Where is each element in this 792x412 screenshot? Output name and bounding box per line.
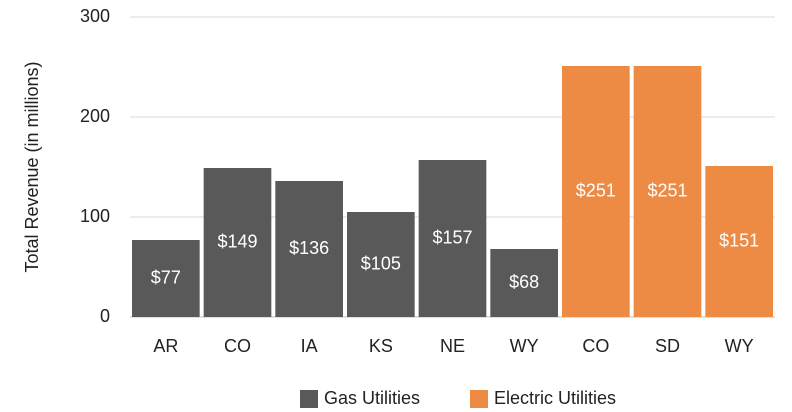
bar: [418, 160, 487, 317]
y-tick-label: 0: [100, 306, 110, 326]
value-label: $68: [509, 272, 539, 292]
value-label: $251: [647, 180, 687, 200]
y-tick-label: 300: [80, 6, 110, 26]
bar: [347, 212, 415, 317]
bar: [633, 66, 702, 317]
x-tick-label: NE: [440, 336, 465, 356]
value-label: $105: [361, 253, 401, 273]
value-label: $77: [151, 267, 181, 287]
y-axis-label: Total Revenue (in millions): [22, 61, 42, 272]
legend-swatch: [470, 390, 488, 408]
bar: [132, 240, 200, 317]
bar: [490, 249, 558, 317]
x-tick-label: WY: [725, 336, 754, 356]
x-tick-label: SD: [655, 336, 680, 356]
value-label: $157: [432, 227, 472, 247]
value-label: $251: [576, 180, 616, 200]
legend-label: Gas Utilities: [324, 388, 420, 408]
x-tick-label: KS: [369, 336, 393, 356]
bar: [275, 181, 343, 317]
value-label: $149: [217, 231, 257, 251]
x-tick-label: CO: [582, 336, 609, 356]
x-tick-label: CO: [224, 336, 251, 356]
bar: [562, 66, 630, 317]
bar: [705, 166, 773, 317]
value-label: $136: [289, 238, 329, 258]
x-tick-label: IA: [301, 336, 318, 356]
y-tick-label: 100: [80, 206, 110, 226]
x-tick-label: AR: [153, 336, 178, 356]
value-label: $151: [719, 230, 759, 250]
legend-swatch: [300, 390, 318, 408]
x-tick-label: WY: [510, 336, 539, 356]
bar: [203, 168, 272, 317]
y-tick-label: 200: [80, 106, 110, 126]
legend-label: Electric Utilities: [494, 388, 616, 408]
